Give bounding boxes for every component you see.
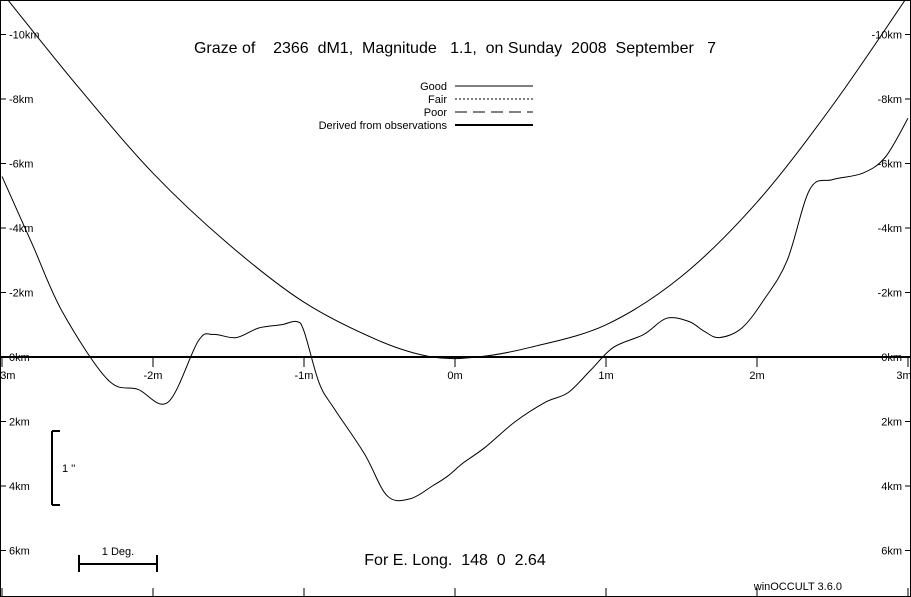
y-tick-label-right: -2km [878, 288, 902, 300]
legend-label-good: Good [420, 81, 447, 93]
y-tick-label-left: 0km [9, 352, 30, 364]
series-layer [1, 0, 909, 502]
y-tick-label-right: 4km [881, 481, 902, 493]
x-ticks: -3m -2m -1m 0m 1m 2m 3m [0, 357, 911, 597]
horizontal-scale-bar: 1 Deg. [78, 546, 158, 572]
x-tick-label: 0m [447, 370, 462, 382]
x-tick-label: 3m [896, 370, 911, 382]
legend-label-fair: Fair [428, 94, 447, 106]
y-tick-label-right: -6km [878, 159, 902, 171]
y-tick-label-right: 6km [881, 546, 902, 558]
software-credit: winOCCULT 3.6.0 [753, 581, 842, 593]
y-tick-label-left: 2km [9, 417, 30, 429]
legend-label-poor: Poor [424, 107, 448, 119]
y-tick-label-right: 0km [881, 352, 902, 364]
horizontal-scale-label: 1 Deg. [102, 546, 134, 558]
y-tick-label-left: -2km [9, 288, 33, 300]
y-tick-label-right: 2km [881, 417, 902, 429]
limb-profile-line [1, 118, 909, 502]
x-tick-label: -1m [295, 370, 314, 382]
y-tick-label-left: -10km [9, 30, 40, 42]
legend: Good Fair Poor Derived from observations [319, 81, 533, 132]
x-tick-label: 1m [598, 370, 613, 382]
limit-curve-line [7, 0, 906, 360]
x-tick-label: -2m [144, 370, 163, 382]
legend-label-derived: Derived from observations [319, 120, 448, 132]
vertical-scale-label: 1 '' [62, 463, 75, 475]
x-tick-label: -3m [0, 370, 15, 382]
y-tick-label-left: -4km [9, 223, 33, 235]
y-tick-label-left: -6km [9, 159, 33, 171]
y-ticks: -10km -10km -8km -8km -6km -6km -4km -4km -2km -2… [0, 30, 911, 558]
y-tick-label-left: -8km [9, 94, 33, 106]
chart-title: Graze of 2366 dM1, Magnitude 1.1, on Sun… [194, 40, 716, 57]
vertical-scale-bar: 1 '' [51, 430, 75, 506]
longitude-subtitle: For E. Long. 148 0 2.64 [364, 552, 546, 569]
y-tick-label-right: -8km [878, 94, 902, 106]
y-tick-label-right: -4km [878, 223, 902, 235]
y-tick-label-right: -10km [871, 30, 902, 42]
y-tick-label-left: 4km [9, 481, 30, 493]
x-tick-label: 2m [749, 370, 764, 382]
y-tick-label-left: 6km [9, 546, 30, 558]
